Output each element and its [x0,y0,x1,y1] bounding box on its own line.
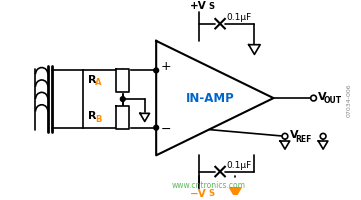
Text: REF: REF [295,135,312,144]
Circle shape [121,97,125,101]
Text: www.cntronics.com: www.cntronics.com [171,181,245,190]
Text: −: − [161,123,171,136]
Circle shape [154,125,158,130]
Text: −V: −V [190,189,206,199]
Text: IN-AMP: IN-AMP [186,92,234,105]
Text: 0.1μF: 0.1μF [227,13,252,22]
Text: OUT: OUT [324,96,342,105]
Text: B: B [95,115,101,124]
Polygon shape [156,41,274,155]
Text: +V: +V [190,1,206,11]
Polygon shape [249,45,260,54]
Polygon shape [116,106,130,129]
Text: 0.1μF: 0.1μF [227,161,252,170]
Text: V: V [290,130,298,140]
Text: 07034-006: 07034-006 [346,83,351,117]
Text: R: R [88,75,97,85]
Circle shape [320,133,326,139]
Polygon shape [230,188,241,197]
Polygon shape [140,113,149,121]
Polygon shape [116,69,130,92]
Circle shape [282,133,288,139]
Text: S: S [209,2,215,11]
Text: A: A [95,78,102,87]
Text: V: V [318,92,327,102]
Polygon shape [318,141,328,149]
Circle shape [154,68,158,73]
Circle shape [311,95,317,101]
Text: S: S [209,189,215,198]
Polygon shape [280,141,290,149]
Text: +: + [161,60,171,73]
Text: R: R [88,111,97,121]
